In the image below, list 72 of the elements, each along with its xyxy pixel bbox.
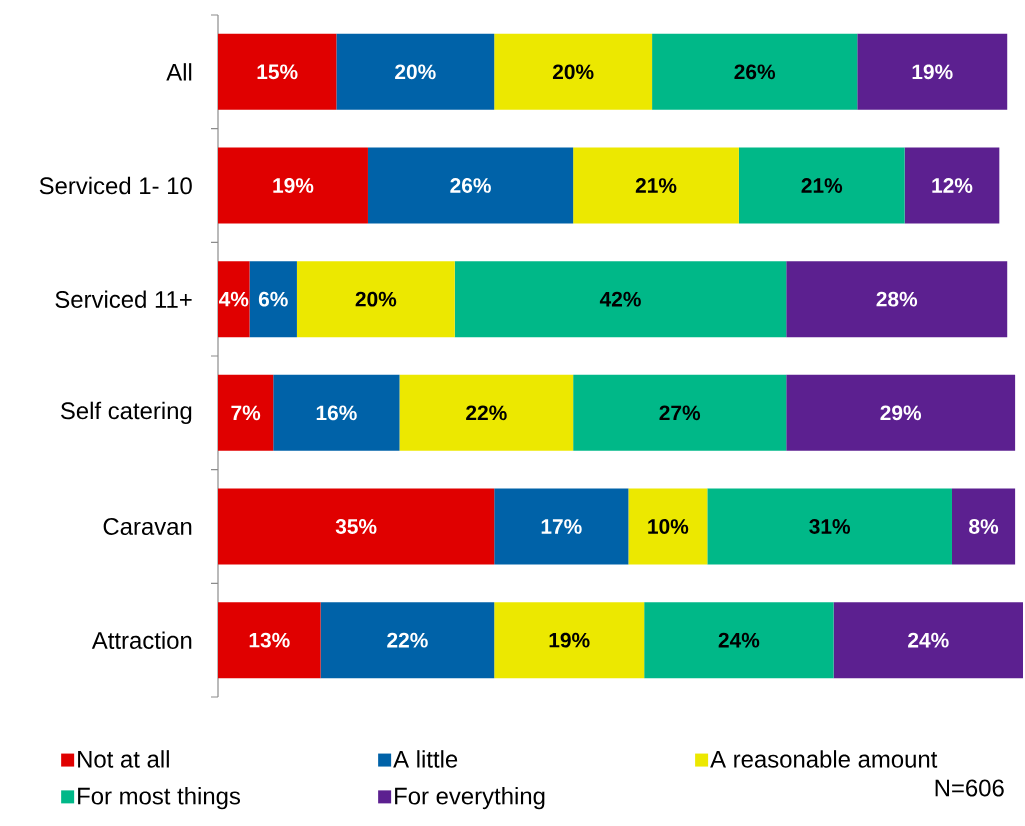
bar: [738, 147, 905, 224]
bar: [218, 374, 274, 451]
data-label: 42%: [599, 291, 641, 307]
bar: [218, 602, 321, 679]
bar: [573, 147, 739, 224]
data-label: 28%: [876, 291, 918, 307]
data-label: 4%: [218, 291, 249, 307]
bar: [652, 33, 858, 110]
bar: [218, 261, 250, 338]
data-label: 19%: [273, 178, 314, 193]
bar: [628, 488, 708, 565]
legend-label: Not at all: [78, 750, 169, 768]
bar: [273, 374, 400, 451]
data-label: 27%: [659, 405, 701, 421]
bar: [573, 374, 787, 451]
bar: [857, 33, 1008, 110]
data-label: 10%: [648, 519, 689, 534]
data-label: 20%: [395, 64, 436, 80]
data-label: 16%: [316, 405, 357, 421]
data-label: 35%: [335, 519, 377, 534]
data-label: 7%: [231, 405, 261, 421]
data-label: 20%: [552, 64, 594, 80]
data-label: 22%: [466, 405, 507, 421]
data-label: 31%: [809, 519, 851, 534]
data-label: 15%: [257, 64, 298, 80]
bar: [249, 261, 297, 338]
data-label: 21%: [801, 178, 843, 193]
data-label: 19%: [549, 632, 590, 648]
legend-label: For everything: [395, 786, 545, 810]
y-tick-label: Attraction: [91, 631, 192, 649]
bar: [951, 488, 1016, 565]
data-label: 19%: [912, 64, 953, 80]
bar: [367, 147, 574, 224]
data-label: 21%: [635, 178, 677, 193]
data-label: 22%: [387, 632, 428, 648]
text: N=606: [935, 779, 1004, 797]
bar: [786, 261, 1008, 338]
y-tick-label: Caravan: [103, 518, 192, 535]
bar: [218, 488, 495, 565]
data-label: 24%: [718, 632, 760, 648]
bar: [833, 602, 1024, 679]
bar: [494, 488, 629, 565]
bar: [786, 374, 1016, 451]
bar: [644, 602, 834, 679]
bar: [296, 261, 455, 338]
data-label: 24%: [908, 632, 949, 648]
data-label: 13%: [249, 632, 290, 648]
bar: [707, 488, 952, 565]
bar: [320, 602, 495, 679]
bar: [494, 602, 645, 679]
bar: [454, 261, 787, 338]
data-label: 6%: [258, 291, 288, 307]
data-label: 8%: [969, 519, 999, 534]
legend-label: For most things: [78, 786, 241, 810]
data-label: 26%: [450, 178, 491, 193]
bar: [218, 33, 337, 110]
data-label: 17%: [541, 519, 582, 534]
y-tick-label: All: [166, 63, 192, 81]
bar: [399, 374, 574, 451]
bar: [336, 33, 495, 110]
bar: [904, 147, 1000, 224]
y-tick-label: Serviced 1- 10: [39, 176, 192, 195]
legend-label: A little: [393, 750, 458, 768]
bar: [494, 33, 653, 110]
y-tick-label: Self catering: [60, 401, 192, 424]
data-label: 20%: [355, 291, 397, 307]
data-label: 26%: [734, 64, 776, 80]
y-tick-label: Serviced 11+: [55, 290, 192, 308]
data-label: 12%: [932, 178, 973, 193]
data-label: 29%: [880, 405, 922, 421]
bar: [218, 147, 368, 224]
legend-label: A reasonable amount: [710, 750, 938, 768]
